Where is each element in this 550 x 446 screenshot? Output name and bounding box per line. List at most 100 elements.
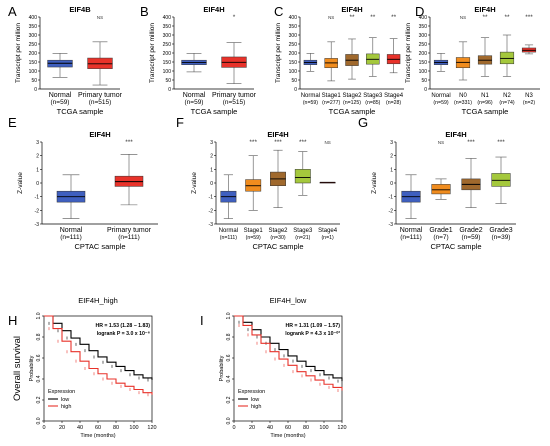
y-tick-label: 0 bbox=[294, 87, 297, 93]
category-label: Stage3 bbox=[293, 228, 313, 234]
x-tick-label: 80 bbox=[113, 425, 119, 431]
y-tick-label: 0.2 bbox=[226, 396, 232, 403]
legend-label: high bbox=[251, 404, 261, 410]
panel-title: EIF4H bbox=[341, 5, 362, 14]
y-tick-label: 0 bbox=[390, 181, 393, 187]
panel-h: H EIF4H_high 0.0 0.2 0.4 0.6 0.8 1.0 0 20 40 60 80 10… bbox=[8, 296, 157, 439]
y-tick-label: 300 bbox=[29, 33, 38, 39]
y-tick-label: -2 bbox=[389, 208, 394, 214]
y-tick-label: -1 bbox=[389, 195, 394, 201]
y-tick-label: 50 bbox=[291, 78, 297, 84]
category-label: Normal bbox=[49, 92, 72, 99]
y-tick-label: 1 bbox=[210, 167, 213, 173]
panel-b: B EIF4H 0 50 100 150 200 250 300 350 400 Transcript… bbox=[140, 4, 257, 116]
y-tick-label: -2 bbox=[35, 208, 40, 214]
significance-label: NS bbox=[460, 15, 466, 20]
y-tick-label: 350 bbox=[163, 24, 172, 30]
y-tick-label: 100 bbox=[163, 69, 172, 75]
panel-title: EIF4H bbox=[445, 130, 466, 139]
panel-d: D EIF4H 0 50 100 150 200 250 300 350 400 Transcript… bbox=[405, 4, 540, 116]
count-label: (n=74) bbox=[499, 100, 514, 106]
panel-title: EIF4H bbox=[89, 130, 110, 139]
y-tick-label: 0 bbox=[168, 87, 171, 93]
y-tick-label: 0 bbox=[210, 181, 213, 187]
significance-label: *** bbox=[274, 139, 282, 146]
category-label: N3 bbox=[525, 93, 533, 99]
panel-g: G EIF4H -3 -2 -1 0 1 2 3 Z-value Normal(n=111) NS Gr… bbox=[358, 115, 516, 251]
x-tick-label: 60 bbox=[285, 425, 291, 431]
x-axis-label: CPTAC sample bbox=[430, 242, 481, 251]
panel-i: I EIF4H_low 0.0 0.2 0.4 0.6 0.8 1.0 0 20 40 60 80 100… bbox=[200, 296, 347, 439]
panel-title: EIF4H bbox=[474, 5, 495, 14]
outer-y-axis-label: Overall survival bbox=[12, 336, 23, 401]
y-tick-label: 2 bbox=[390, 154, 393, 160]
x-tick-label: 0 bbox=[232, 425, 235, 431]
y-tick-label: 300 bbox=[163, 33, 172, 39]
panel-f: F EIF4H -3 -2 -1 0 1 2 3 Z-value Normal(n=111) *** S… bbox=[176, 115, 340, 251]
significance-label: ** bbox=[391, 14, 397, 21]
x-tick-label: 20 bbox=[59, 425, 65, 431]
y-tick-label: -1 bbox=[35, 195, 40, 201]
box-3 bbox=[294, 169, 311, 184]
category-label: Stage4 bbox=[318, 228, 338, 234]
significance-label: ** bbox=[482, 14, 488, 21]
y-tick-label: 250 bbox=[29, 42, 38, 48]
y-tick-label: 0.8 bbox=[36, 333, 42, 340]
x-tick-label: 120 bbox=[147, 425, 156, 431]
category-label: Primary tumor bbox=[212, 92, 257, 99]
y-tick-label: -1 bbox=[209, 195, 214, 201]
y-tick-label: 150 bbox=[163, 60, 172, 66]
legend-title: Expression bbox=[48, 389, 75, 395]
y-tick-label: 0.0 bbox=[36, 417, 42, 424]
count-label: (n=39) bbox=[492, 234, 511, 241]
count-label: (n=515) bbox=[89, 99, 112, 106]
x-tick-label: 40 bbox=[77, 425, 83, 431]
y-tick-label: -3 bbox=[35, 222, 40, 228]
x-axis-label: TCGA sample bbox=[462, 107, 509, 116]
y-tick-label: 0.0 bbox=[226, 417, 232, 424]
count-label: (n=59) bbox=[433, 100, 448, 106]
category-label: Stage3 bbox=[363, 93, 383, 99]
panel-c: C EIF4H 0 50 100 150 200 250 300 350 400 Transcript… bbox=[274, 4, 404, 116]
category-label: Normal bbox=[431, 93, 450, 99]
category-label: Stage1 bbox=[322, 93, 342, 99]
significance-label: NS bbox=[438, 140, 444, 145]
x-axis-label: TCGA sample bbox=[191, 107, 238, 116]
count-label: (n=277) bbox=[322, 100, 340, 106]
significance-label: * bbox=[233, 14, 236, 21]
y-tick-label: 0.6 bbox=[226, 354, 232, 361]
legend-label: high bbox=[61, 404, 71, 410]
significance-label: *** bbox=[525, 14, 533, 21]
x-tick-label: 0 bbox=[42, 425, 45, 431]
count-label: (n=59) bbox=[185, 99, 204, 106]
count-label: (n=515) bbox=[223, 99, 246, 106]
y-tick-label: 400 bbox=[289, 15, 298, 21]
count-label: (n=2) bbox=[523, 100, 536, 106]
y-tick-label: 50 bbox=[31, 78, 37, 84]
count-label: (n=331) bbox=[454, 100, 472, 106]
panel-letter: I bbox=[200, 313, 204, 328]
category-label: Stage1 bbox=[244, 228, 264, 234]
y-tick-label: 0 bbox=[424, 87, 427, 93]
category-label: Grade1 bbox=[429, 227, 452, 234]
y-tick-label: 200 bbox=[289, 51, 298, 57]
category-label: Stage2 bbox=[268, 228, 288, 234]
survival-curve-high bbox=[234, 315, 343, 391]
category-label: Stage4 bbox=[384, 93, 404, 99]
y-axis-label: Z-value bbox=[17, 172, 24, 194]
y-tick-label: 0.4 bbox=[226, 375, 232, 382]
y-tick-label: 150 bbox=[29, 60, 38, 66]
count-label: (n=59) bbox=[246, 235, 261, 241]
y-tick-label: 250 bbox=[289, 42, 298, 48]
significance-label: *** bbox=[467, 139, 475, 146]
legend-title: Expression bbox=[238, 389, 265, 395]
count-label: (n=59) bbox=[51, 99, 70, 106]
x-axis-label: TCGA sample bbox=[57, 107, 104, 116]
count-label: (n=21) bbox=[295, 235, 310, 241]
panel-letter: C bbox=[274, 4, 283, 19]
x-tick-label: 100 bbox=[319, 425, 328, 431]
x-axis-label: CPTAC sample bbox=[74, 242, 125, 251]
y-tick-label: 0.2 bbox=[36, 396, 42, 403]
x-tick-label: 20 bbox=[249, 425, 255, 431]
